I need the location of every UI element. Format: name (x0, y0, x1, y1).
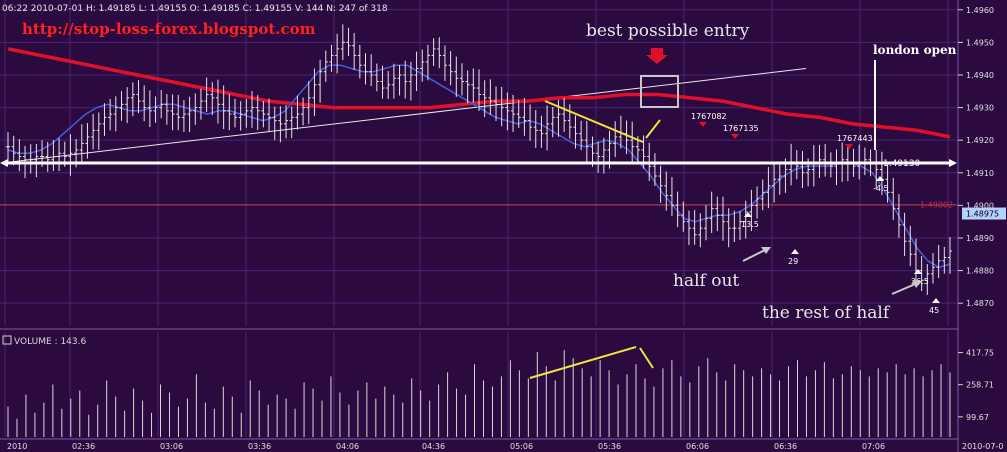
volume-tick-label: 417.75 (966, 349, 994, 358)
time-tick-label: 05:06 (510, 442, 533, 451)
volume-divergence-line (529, 346, 637, 379)
chart-info-header: 06:22 2010-07-01 H: 1.49185 L: 1.49155 O… (2, 4, 388, 14)
trend-line-segment (1, 67, 807, 164)
axis-panel-bg (958, 0, 1007, 452)
exit-marker-label: 29 (788, 257, 798, 266)
time-tick-label: 2010 (7, 442, 27, 451)
exit-marker-label: -4.5 (873, 184, 889, 193)
exit-marker-label: 13.5 (741, 220, 759, 229)
half-out-label: half out (673, 271, 739, 291)
price-tick-label: 1.4910 (966, 169, 994, 178)
current-price-label: 1.48975 (966, 210, 999, 219)
price-tick-label: 1.4870 (966, 299, 994, 308)
volume-tick-label: 99.67 (966, 413, 989, 422)
mid-level-label: 1.49002 (920, 201, 953, 210)
rest-arrow-head (912, 280, 922, 288)
time-tick-label: 07:06 (862, 442, 885, 451)
exit-marker-label: 45 (929, 306, 939, 315)
best-entry-label: best possible entry (586, 21, 750, 41)
rest-of-half-label: the rest of half (762, 303, 891, 323)
half-out-arrow-head (761, 247, 771, 254)
entry-marker-label: 1767135 (723, 124, 759, 133)
highlight-annotations (529, 48, 922, 379)
watermark-url: http://stop-loss-forex.blogspot.com (22, 20, 316, 38)
support-arrow-right (949, 159, 957, 167)
time-tick-label: 2010-07-0 (962, 442, 1003, 451)
time-tick-label: 04:06 (336, 442, 359, 451)
entry-marker (845, 144, 853, 149)
entry-marker (731, 134, 739, 139)
volume-label: VOLUME : 143.6 (14, 337, 86, 347)
time-tick-label: 03:36 (248, 442, 271, 451)
entry-highlight-box (640, 75, 679, 108)
current-price-tag (962, 207, 1006, 220)
time-tick-label: 06:06 (686, 442, 709, 451)
price-tick-label: 1.4940 (966, 71, 994, 80)
grid (0, 0, 1007, 440)
london-open-label: london open (873, 43, 957, 57)
exit-marker (791, 249, 799, 254)
price-tick-label: 1.4880 (966, 267, 994, 276)
trend-line (1, 67, 807, 164)
volume-bars (7, 350, 951, 437)
exit-marker (744, 212, 752, 217)
exit-marker (914, 269, 922, 274)
price-divergence-line (645, 119, 661, 139)
price-tick-label: 1.4930 (966, 104, 994, 113)
support-line (0, 159, 957, 167)
time-tick-label: 03:06 (160, 442, 183, 451)
exit-marker (932, 298, 940, 303)
price-divergence-line (544, 100, 644, 143)
price-tick-label: 1.4900 (966, 201, 994, 210)
volume-tick-label: 258.71 (966, 381, 994, 390)
red-down-arrow-icon (646, 48, 668, 64)
volume-divergence-line (639, 347, 654, 369)
price-bars (6, 24, 952, 295)
support-arrow-left (0, 159, 8, 167)
entry-marker-label: 1767443 (837, 134, 873, 143)
price-tick-label: 1.4920 (966, 136, 994, 145)
time-tick-label: 02:36 (72, 442, 95, 451)
entry-marker-label: 1767082 (691, 112, 727, 121)
price-tick-label: 1.4950 (966, 38, 994, 47)
entry-marker (699, 122, 707, 127)
price-tick-label: 1.4960 (966, 6, 994, 15)
time-tick-label: 06:36 (774, 442, 797, 451)
axes: 1.4960 1.4950 1.4940 1.4930 1.4920 1.4910 1.49… (7, 0, 1007, 452)
close-box-icon[interactable] (2, 335, 12, 345)
exit-marker (876, 176, 884, 181)
price-tick-label: 1.4890 (966, 234, 994, 243)
time-tick-label: 05:36 (598, 442, 621, 451)
support-price-label: 1.49130 (883, 159, 920, 169)
time-tick-label: 04:36 (422, 442, 445, 451)
